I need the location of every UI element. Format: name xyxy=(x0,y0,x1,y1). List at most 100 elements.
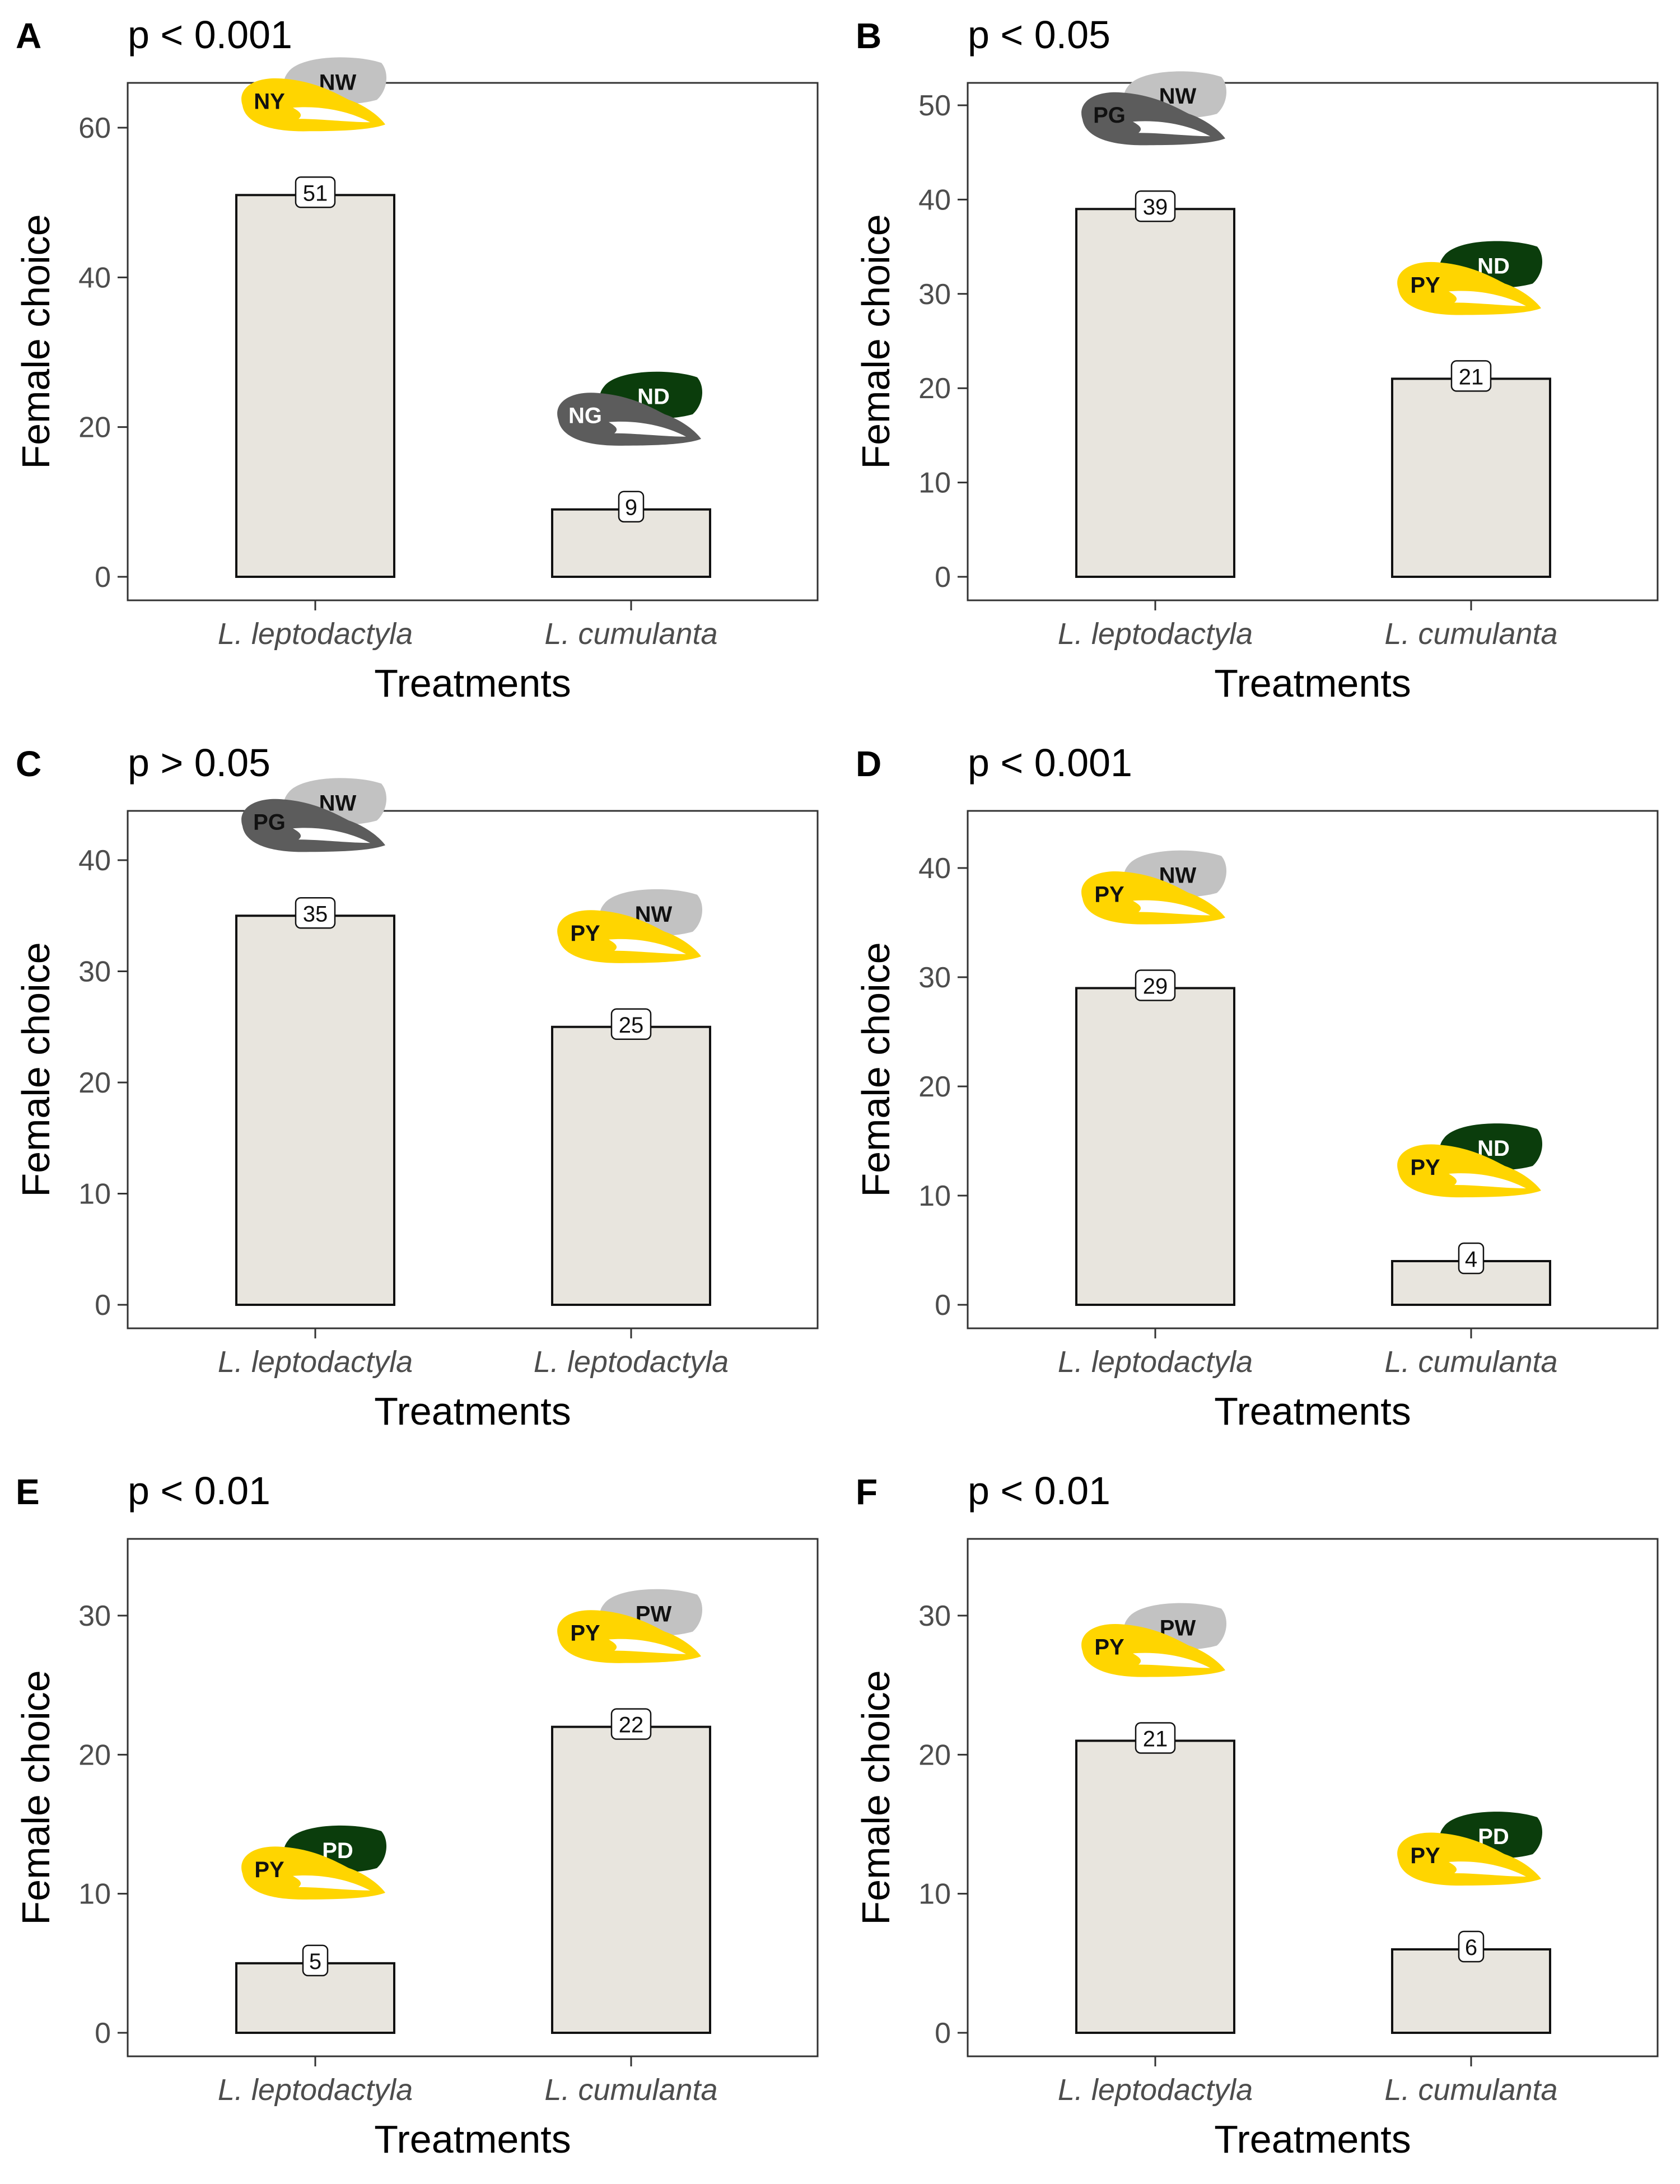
bar-value-box xyxy=(618,491,645,522)
x-tick-label: L. leptodactyla xyxy=(1058,2073,1253,2107)
y-tick-label: 30 xyxy=(918,1600,951,1632)
bar xyxy=(235,194,395,578)
bar xyxy=(551,1725,711,2034)
y-axis-title: Female choice xyxy=(14,942,58,1197)
y-tick-label: 20 xyxy=(918,1739,951,1771)
bar-value-box xyxy=(1135,969,1176,1001)
y-tick-label: 10 xyxy=(918,1878,951,1911)
bar-value-label: 5 xyxy=(309,1949,321,1974)
y-tick-label: 30 xyxy=(78,956,111,988)
y-tick-label: 30 xyxy=(918,962,951,994)
bar xyxy=(1075,1739,1235,2034)
y-tick-label: 20 xyxy=(78,412,111,444)
bar-value-label: 25 xyxy=(619,1013,644,1038)
p-value-label: p < 0.01 xyxy=(128,1469,270,1513)
x-axis-title: Treatments xyxy=(1214,1389,1411,1433)
bar-value-label: 35 xyxy=(303,902,328,926)
fish-front-label: PY xyxy=(570,1621,600,1646)
y-tick-label: 10 xyxy=(918,467,951,500)
x-tick-label: L. leptodactyla xyxy=(218,2073,413,2107)
y-tick-label: 20 xyxy=(918,1071,951,1103)
x-tick-label: L. leptodactyla xyxy=(218,617,413,651)
fish-front-label: PY xyxy=(570,921,600,946)
bar-value-box xyxy=(1135,1722,1176,1754)
plot-frame xyxy=(967,810,1659,1329)
bar-value-box xyxy=(1450,360,1492,392)
bar xyxy=(1075,208,1235,578)
y-tick-label: 40 xyxy=(918,184,951,216)
fish-mouth-icon xyxy=(609,939,686,954)
fish-front-label: PY xyxy=(254,1858,284,1882)
bar-value-label: 21 xyxy=(1143,1727,1168,1752)
p-value-label: p < 0.05 xyxy=(968,13,1110,57)
fish-mouth-icon xyxy=(1133,1653,1210,1668)
y-tick-label: 30 xyxy=(78,1600,111,1632)
y-tick-label: 60 xyxy=(78,112,111,144)
panel-letter: C xyxy=(16,744,41,784)
y-axis-title: Female choice xyxy=(854,1670,898,1925)
bar-value-label: 51 xyxy=(303,181,328,206)
x-tick-label: L. leptodactyla xyxy=(534,1345,729,1379)
bar xyxy=(1391,377,1551,578)
fish-front-label: PG xyxy=(1093,103,1126,128)
plot-frame xyxy=(127,1538,819,2057)
fish-mouth-icon xyxy=(1449,291,1526,306)
bar xyxy=(1391,1948,1551,2034)
p-value-label: p < 0.001 xyxy=(128,13,292,57)
y-tick-label: 10 xyxy=(78,1878,111,1911)
fish-mouth-icon xyxy=(609,1639,686,1654)
bar-value-box xyxy=(1458,1930,1485,1963)
y-tick-label: 0 xyxy=(95,2017,111,2050)
y-axis-title: Female choice xyxy=(854,214,898,469)
y-tick-label: 0 xyxy=(95,1289,111,1322)
y-tick-label: 0 xyxy=(935,2017,951,2050)
bar-value-box xyxy=(1458,1242,1485,1275)
y-tick-label: 40 xyxy=(918,852,951,885)
fish-mouth-icon xyxy=(293,828,370,843)
fish-mouth-icon xyxy=(1449,1861,1526,1877)
bar-value-box xyxy=(610,1008,652,1040)
x-tick-label: L. cumulanta xyxy=(544,2073,717,2107)
fish-mouth-icon xyxy=(609,421,686,437)
panel-letter: A xyxy=(16,16,41,56)
x-tick-label: L. leptodactyla xyxy=(218,1345,413,1379)
fish-mouth-icon xyxy=(1133,121,1210,137)
bar-value-box xyxy=(295,176,336,208)
p-value-label: p > 0.05 xyxy=(128,741,270,785)
y-tick-label: 10 xyxy=(78,1178,111,1211)
panel-letter: F xyxy=(856,1472,878,1512)
plot-frame xyxy=(967,82,1659,601)
x-axis-title: Treatments xyxy=(374,2117,571,2161)
x-axis-title: Treatments xyxy=(374,661,571,705)
p-value-label: p < 0.01 xyxy=(968,1469,1110,1513)
bar xyxy=(551,1025,711,1306)
y-tick-label: 20 xyxy=(78,1067,111,1099)
y-axis-title: Female choice xyxy=(14,1670,58,1925)
x-tick-label: L. cumulanta xyxy=(1384,2073,1557,2107)
bar-value-box xyxy=(1135,190,1176,222)
bar-value-label: 9 xyxy=(625,496,637,520)
fish-front-label: PY xyxy=(1410,1155,1440,1180)
x-tick-label: L. cumulanta xyxy=(1384,617,1557,651)
bar-value-label: 29 xyxy=(1143,974,1168,999)
x-axis-title: Treatments xyxy=(1214,2117,1411,2161)
plot-frame xyxy=(967,1538,1659,2057)
bar-value-label: 39 xyxy=(1143,195,1168,220)
fish-front-label: PG xyxy=(253,810,286,834)
x-tick-label: L. cumulanta xyxy=(1384,1345,1557,1379)
